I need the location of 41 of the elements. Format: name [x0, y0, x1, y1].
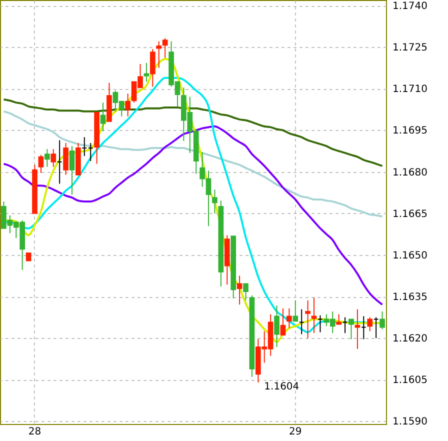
candlestick — [367, 316, 373, 332]
line-series — [2, 110, 384, 218]
candlestick — [354, 308, 360, 350]
y-tick-label: 1.1605 — [392, 375, 428, 386]
candlestick — [243, 283, 248, 301]
candlestick — [38, 154, 44, 174]
y-tick-label: 1.1740 — [392, 1, 428, 12]
y-tick-label: 1.1695 — [392, 126, 428, 137]
candlestick — [311, 297, 317, 334]
y-tick-label: 1.1650 — [392, 250, 428, 262]
line-series — [2, 98, 384, 167]
candlestick — [63, 142, 68, 176]
candlestick — [156, 40, 162, 68]
x-tick-label: 28 — [28, 426, 42, 438]
candlestick — [286, 308, 292, 329]
candlestick — [150, 48, 156, 88]
candlestick — [212, 189, 218, 214]
candlestick — [100, 102, 106, 132]
y-tick-label: 1.1710 — [392, 84, 428, 96]
y-tick-label: 1.1725 — [392, 42, 428, 54]
candlestick — [44, 148, 50, 168]
x-tick-label: 29 — [289, 426, 302, 438]
candlestick — [274, 304, 280, 348]
candlestick — [348, 318, 354, 340]
candlestick — [162, 38, 168, 58]
y-tick-label: 1.1680 — [392, 167, 428, 178]
candlestick — [236, 275, 242, 306]
candlestick — [305, 300, 310, 339]
y-tick-label: 1.1590 — [392, 416, 428, 428]
y-tick-label: 1.1665 — [392, 208, 428, 220]
candlestick — [144, 62, 150, 82]
candlestick — [69, 146, 75, 196]
candlestick — [336, 314, 342, 325]
y-tick-label: 1.1635 — [392, 292, 428, 304]
candlestick — [50, 148, 56, 168]
annotation: 1.1604 — [264, 381, 300, 392]
candlestick — [280, 308, 286, 336]
candlestick — [292, 300, 298, 322]
y-tick-label: 1.1620 — [392, 334, 428, 345]
candlestick — [125, 93, 131, 117]
candlestick — [380, 310, 385, 330]
